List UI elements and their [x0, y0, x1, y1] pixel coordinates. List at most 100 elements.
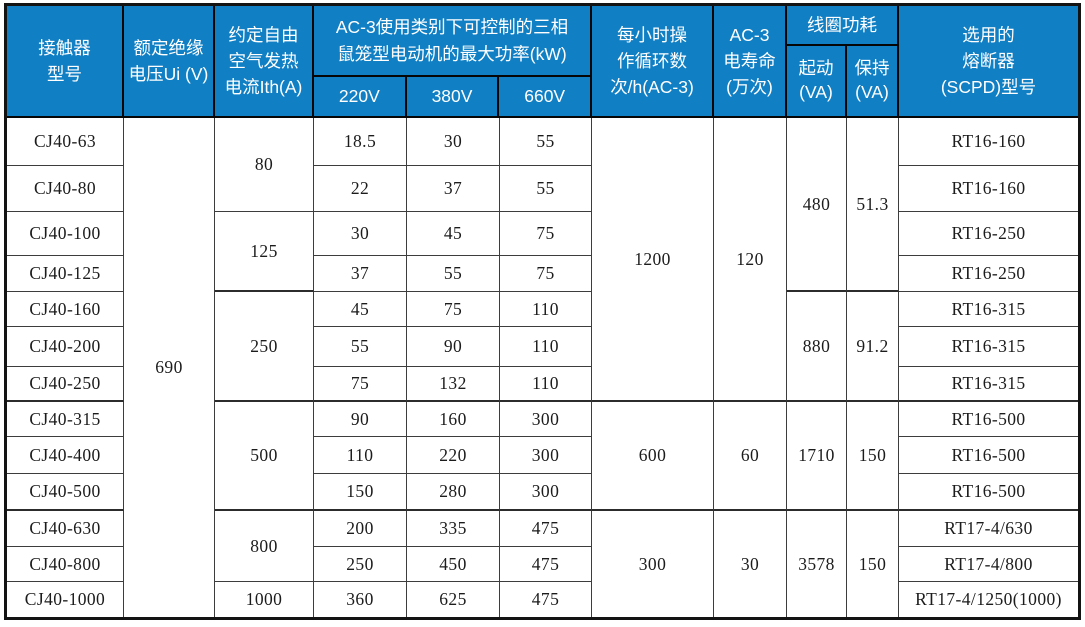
model-cell: CJ40-100	[7, 212, 124, 256]
header-coil-hold: 保持 (VA)	[854, 58, 890, 102]
ops_cycles_per_hour_ac3-cell: 1200	[592, 118, 714, 402]
rated_insulation_voltage_v-cell: 690	[124, 118, 215, 617]
coil_hold_va-cell: 51.3	[847, 118, 899, 292]
power-380v-cell: 90	[407, 327, 500, 367]
power-380v-cell: 280	[407, 474, 500, 511]
fuse-cell: RT16-160	[899, 166, 1078, 212]
model-cell: CJ40-160	[7, 292, 124, 327]
header-coil-group: 线圈功耗 起动 (VA) 保持 (VA)	[787, 6, 899, 118]
power-660v-cell: 55	[500, 118, 592, 166]
fuse-cell: RT16-500	[899, 474, 1078, 511]
fuse-cell: RT17-4/630	[899, 511, 1078, 547]
header-power-subrow: 220V 380V 660V	[314, 77, 590, 116]
header-contactor-model: 接触器 型号	[7, 6, 124, 118]
power-660v-cell: 475	[500, 511, 592, 547]
coil_start_va-cell: 1710	[787, 402, 847, 511]
header-thermal-current: 约定自由 空气发热 电流Ith(A)	[215, 6, 314, 118]
power-660v-cell: 300	[500, 474, 592, 511]
power-660v-cell: 475	[500, 582, 592, 617]
ops_cycles_per_hour_ac3-cell: 600	[592, 402, 714, 511]
power-220v-cell: 45	[314, 292, 407, 327]
power-220v-cell: 250	[314, 547, 407, 582]
power-220v-cell: 55	[314, 327, 407, 367]
model-cell: CJ40-80	[7, 166, 124, 212]
header-coil-title: 线圈功耗	[787, 6, 897, 46]
model-cell: CJ40-630	[7, 511, 124, 547]
power-380v-cell: 160	[407, 402, 500, 437]
header-220v: 220V	[314, 77, 407, 116]
power-220v-cell: 30	[314, 212, 407, 256]
power-220v-cell: 22	[314, 166, 407, 212]
power-380v-cell: 37	[407, 166, 500, 212]
fuse-cell: RT16-250	[899, 256, 1078, 292]
coil_hold_va-cell: 91.2	[847, 292, 899, 402]
fuse-cell: RT16-500	[899, 402, 1078, 437]
model-cell: CJ40-125	[7, 256, 124, 292]
thermal_current_a-cell: 800	[215, 511, 314, 582]
model-cell: CJ40-63	[7, 118, 124, 166]
fuse-cell: RT17-4/1250(1000)	[899, 582, 1078, 617]
power-380v-cell: 450	[407, 547, 500, 582]
power-380v-cell: 335	[407, 511, 500, 547]
electrical_life_10k-cell: 30	[714, 511, 787, 617]
power-220v-cell: 18.5	[314, 118, 407, 166]
power-380v-cell: 625	[407, 582, 500, 617]
power-660v-cell: 110	[500, 327, 592, 367]
power-220v-cell: 200	[314, 511, 407, 547]
header-electrical-life: AC-3 电寿命 (万次)	[714, 6, 787, 118]
power-380v-cell: 75	[407, 292, 500, 327]
fuse-cell: RT16-315	[899, 292, 1078, 327]
fuse-cell: RT16-250	[899, 212, 1078, 256]
model-cell: CJ40-500	[7, 474, 124, 511]
power-380v-cell: 30	[407, 118, 500, 166]
header-ops-per-hour: 每小时操 作循环数 次/h(AC-3)	[592, 6, 714, 118]
header-power-group: AC-3使用类别下可控制的三相 鼠笼型电动机的最大功率(kW) 220V 380…	[314, 6, 592, 118]
power-660v-cell: 75	[500, 212, 592, 256]
thermal_current_a-cell: 80	[215, 118, 314, 212]
header-insulation-voltage: 额定绝缘 电压Ui (V)	[124, 6, 215, 118]
header-power-group-title: AC-3使用类别下可控制的三相 鼠笼型电动机的最大功率(kW)	[314, 6, 590, 77]
power-660v-cell: 300	[500, 437, 592, 474]
fuse-cell: RT16-160	[899, 118, 1078, 166]
header-fuse-type: 选用的 熔断器 (SCPD)型号	[899, 6, 1078, 118]
power-380v-cell: 132	[407, 367, 500, 402]
thermal_current_a-cell: 125	[215, 212, 314, 292]
thermal_current_a-cell: 500	[215, 402, 314, 511]
header-coil-start: 起动 (VA)	[787, 46, 847, 116]
ops_cycles_per_hour_ac3-cell: 300	[592, 511, 714, 617]
coil_hold_va-cell: 150	[847, 402, 899, 511]
power-660v-cell: 300	[500, 402, 592, 437]
power-220v-cell: 37	[314, 256, 407, 292]
model-cell: CJ40-1000	[7, 582, 124, 617]
electrical_life_10k-cell: 120	[714, 118, 787, 402]
coil_start_va-cell: 3578	[787, 511, 847, 617]
coil_hold_va-cell: 150	[847, 511, 899, 617]
model-cell: CJ40-200	[7, 327, 124, 367]
contactor-spec-table: 接触器 型号 额定绝缘 电压Ui (V) 约定自由 空气发热 电流Ith(A) …	[4, 3, 1081, 620]
model-cell: CJ40-250	[7, 367, 124, 402]
power-380v-cell: 220	[407, 437, 500, 474]
header-coil-subrow: 起动 (VA) 保持 (VA)	[787, 46, 897, 116]
power-660v-cell: 475	[500, 547, 592, 582]
power-660v-cell: 110	[500, 292, 592, 327]
power-220v-cell: 110	[314, 437, 407, 474]
power-220v-cell: 150	[314, 474, 407, 511]
power-220v-cell: 75	[314, 367, 407, 402]
electrical_life_10k-cell: 60	[714, 402, 787, 511]
thermal_current_a-cell: 1000	[215, 582, 314, 617]
fuse-cell: RT16-315	[899, 327, 1078, 367]
header-380v: 380V	[407, 77, 500, 116]
fuse-cell: RT17-4/800	[899, 547, 1078, 582]
thermal_current_a-cell: 250	[215, 292, 314, 402]
power-220v-cell: 90	[314, 402, 407, 437]
coil_start_va-cell: 480	[787, 118, 847, 292]
power-380v-cell: 55	[407, 256, 500, 292]
power-660v-cell: 55	[500, 166, 592, 212]
coil_start_va-cell: 880	[787, 292, 847, 402]
power-380v-cell: 45	[407, 212, 500, 256]
power-220v-cell: 360	[314, 582, 407, 617]
model-cell: CJ40-315	[7, 402, 124, 437]
header-660v: 660V	[524, 85, 566, 106]
fuse-cell: RT16-315	[899, 367, 1078, 402]
model-cell: CJ40-400	[7, 437, 124, 474]
